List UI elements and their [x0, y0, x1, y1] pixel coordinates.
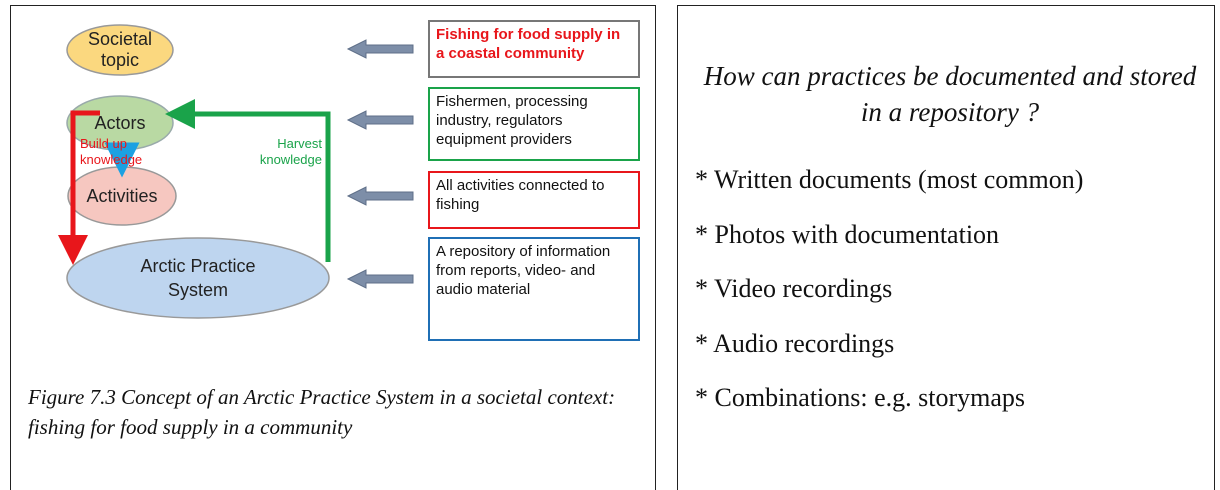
info-box: Fishing for food supply in a coastal com…	[428, 20, 640, 78]
node-shape	[66, 237, 330, 319]
info-box: A repository of information from reports…	[428, 237, 640, 341]
info-box: All activities connected to fishing	[428, 171, 640, 229]
node-shape	[66, 24, 174, 76]
figure-caption: Figure 7.3 Concept of an Arctic Practice…	[28, 385, 616, 439]
list-item: * Written documents (most common)	[695, 165, 1084, 194]
list-item: * Combinations: e.g. storymaps	[695, 383, 1026, 412]
link-arrows	[346, 39, 414, 289]
list-item: * Audio recordings	[695, 328, 895, 358]
question: How can practices be documented and stor…	[703, 61, 1197, 127]
info-box: Fishermen, processing industry, regulato…	[428, 87, 640, 161]
item-list: * Written documents (most common) * Photo…	[695, 165, 1210, 438]
build-arrow	[58, 110, 100, 265]
node-label: Societal topic	[87, 29, 153, 70]
list-item: * Photos with documentation	[695, 219, 1000, 249]
text-panel	[677, 5, 1215, 490]
list-item: * Video recordings	[695, 274, 893, 303]
arrow-label: Build up knowledge	[80, 136, 143, 167]
node-label: Actors	[94, 112, 146, 133]
arrow-label: Harvest knowledge	[259, 136, 322, 167]
harvest-arrow	[165, 99, 331, 262]
diagram-panel	[10, 5, 656, 490]
node-label: Activities	[86, 185, 158, 206]
node-label: Arctic Practice System	[140, 256, 256, 300]
diagram-shapes	[58, 24, 414, 319]
